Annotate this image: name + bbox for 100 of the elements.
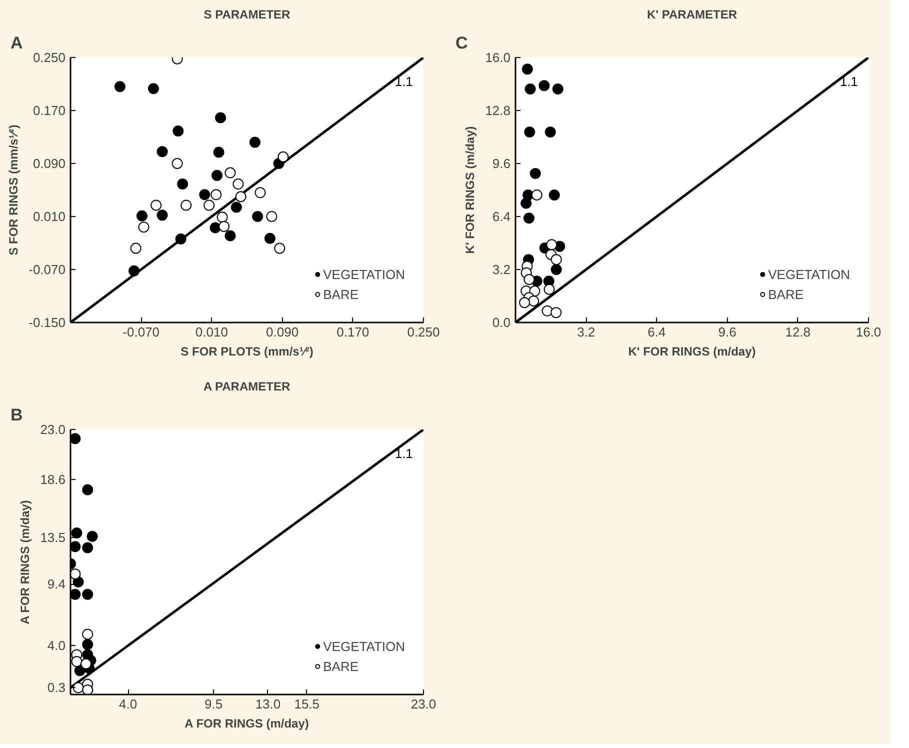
y-tick-label: 0.010 bbox=[32, 209, 66, 224]
legend-label: BARE bbox=[323, 658, 359, 674]
point bbox=[86, 530, 98, 542]
point bbox=[524, 83, 536, 94]
y-axis-title: A FOR RINGS (m/day) bbox=[18, 500, 32, 624]
x-tick-label: -0.070 bbox=[122, 324, 160, 340]
point bbox=[230, 202, 242, 213]
legend-label: VEGETATION bbox=[768, 266, 850, 282]
x-tick-label: 9.6 bbox=[718, 324, 736, 340]
point bbox=[224, 167, 236, 178]
legend-label: BARE bbox=[768, 286, 804, 302]
point bbox=[82, 638, 94, 650]
legend-label: BARE bbox=[323, 286, 359, 302]
y-tick-label: 18.6 bbox=[40, 472, 66, 488]
point bbox=[254, 187, 266, 198]
y-tick-label: 0.0 bbox=[492, 315, 511, 330]
point bbox=[114, 81, 126, 92]
x-tick-label: 9.5 bbox=[204, 696, 223, 712]
point bbox=[528, 295, 540, 306]
point bbox=[211, 170, 222, 181]
chart-title: A PARAMETER bbox=[203, 380, 290, 394]
y-tick-label: -0.150 bbox=[28, 315, 66, 330]
point bbox=[266, 211, 278, 222]
y-axis-title: K' FOR RINGS (m/day) bbox=[463, 126, 478, 254]
point bbox=[522, 64, 533, 75]
point bbox=[71, 528, 82, 538]
point bbox=[215, 112, 226, 124]
point bbox=[550, 264, 562, 275]
point bbox=[172, 126, 184, 137]
x-tick-label: 0.010 bbox=[195, 324, 228, 340]
point bbox=[138, 222, 150, 233]
x-tick-label: 0.090 bbox=[266, 324, 299, 340]
y-tick-label: -0.070 bbox=[28, 262, 66, 277]
point bbox=[249, 136, 260, 148]
point bbox=[531, 189, 542, 200]
text: B bbox=[10, 406, 23, 424]
point bbox=[71, 656, 82, 668]
point bbox=[538, 80, 550, 92]
point bbox=[130, 242, 142, 254]
point bbox=[82, 542, 94, 554]
x-tick-label: 23.0 bbox=[410, 696, 436, 712]
y-tick-label: 0.170 bbox=[32, 103, 66, 118]
point bbox=[552, 83, 564, 94]
y-tick-label: 3.2 bbox=[492, 262, 511, 277]
point bbox=[278, 151, 289, 162]
x-axis-title: K' FOR RINGS (m/day) bbox=[628, 344, 756, 358]
point bbox=[548, 189, 560, 200]
point bbox=[82, 588, 94, 600]
x-tick-label: 15.5 bbox=[294, 696, 320, 712]
y-tick-label: 4.0 bbox=[47, 638, 66, 654]
y-tick-label: 13.5 bbox=[40, 530, 66, 546]
point bbox=[177, 178, 188, 190]
point bbox=[524, 274, 535, 285]
point bbox=[520, 198, 532, 209]
x-tick-label: 4.0 bbox=[119, 696, 138, 712]
x-tick-label: 0.170 bbox=[336, 324, 370, 340]
x-axis-title: S FOR PLOTS (mm/s¹⁄²) bbox=[180, 344, 314, 358]
point bbox=[274, 242, 286, 254]
y-tick-label: 0.250 bbox=[32, 50, 66, 65]
chart-title: K' PARAMETER bbox=[647, 8, 738, 22]
y-tick-label: 12.8 bbox=[485, 103, 511, 118]
point bbox=[70, 588, 81, 600]
point bbox=[82, 628, 94, 640]
x-tick-label: 12.8 bbox=[785, 324, 811, 340]
point bbox=[224, 230, 236, 242]
point bbox=[216, 212, 228, 223]
point bbox=[524, 126, 536, 138]
point bbox=[252, 211, 264, 222]
legend-label: VEGETATION bbox=[323, 266, 405, 282]
y-tick-label: 9.6 bbox=[492, 156, 511, 171]
point bbox=[180, 200, 192, 211]
y-tick-label: 6.4 bbox=[492, 209, 511, 224]
y-tick-label: 9.4 bbox=[47, 576, 66, 592]
text: A bbox=[10, 34, 23, 52]
point bbox=[210, 222, 221, 234]
point bbox=[156, 146, 168, 158]
point bbox=[544, 284, 555, 295]
y-tick-label: 16.0 bbox=[485, 50, 511, 65]
point bbox=[72, 682, 84, 694]
point bbox=[156, 210, 168, 221]
point bbox=[210, 189, 222, 200]
point bbox=[542, 305, 553, 316]
point bbox=[550, 307, 562, 318]
point bbox=[213, 146, 224, 158]
point bbox=[519, 297, 530, 308]
x-tick-label: 16.0 bbox=[856, 324, 882, 340]
y-axis-title: S FOR RINGS (mm/s¹⁄²) bbox=[6, 124, 21, 256]
point bbox=[232, 178, 244, 190]
point bbox=[80, 658, 92, 670]
x-tick-label: 6.4 bbox=[648, 324, 666, 340]
y-tick-label: 0.090 bbox=[32, 156, 66, 171]
point bbox=[172, 158, 183, 169]
point bbox=[530, 168, 541, 179]
point bbox=[150, 200, 162, 211]
point bbox=[235, 191, 246, 202]
annotation: 1.1 bbox=[394, 446, 413, 461]
text: C bbox=[456, 34, 468, 52]
point bbox=[546, 239, 558, 250]
point bbox=[544, 126, 556, 138]
x-tick-label: 13.0 bbox=[255, 696, 281, 712]
